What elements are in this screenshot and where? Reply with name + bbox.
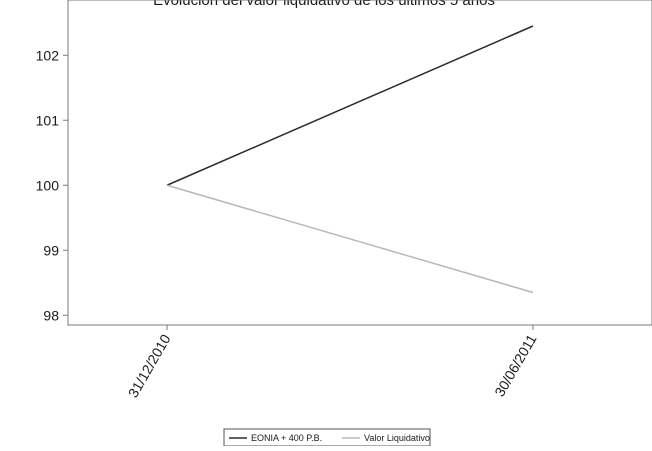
x-tick-label: 30/06/2011 <box>491 331 539 399</box>
x-axis: 31/12/2010 30/06/2011 <box>125 325 540 400</box>
y-axis: 98 99 100 101 102 <box>36 47 68 323</box>
legend-label-0: EONIA + 400 P.B. <box>251 433 322 443</box>
y-tick-label: 99 <box>43 242 59 258</box>
chart-title: Evolución del valor liquidativo de los ú… <box>153 0 495 9</box>
series-line-1 <box>166 184 534 294</box>
plot-frame <box>67 0 652 326</box>
series-group <box>166 25 534 294</box>
y-tick-label: 100 <box>36 177 60 193</box>
series-line-0 <box>166 25 534 186</box>
legend: EONIA + 400 P.B. Valor Liquidativo <box>223 428 431 447</box>
legend-label-1: Valor Liquidativo <box>364 433 430 443</box>
x-tick-label: 31/12/2010 <box>125 331 174 400</box>
y-tick-label: 101 <box>36 112 60 128</box>
y-tick-label: 102 <box>36 47 60 63</box>
y-tick-label: 98 <box>43 307 59 323</box>
